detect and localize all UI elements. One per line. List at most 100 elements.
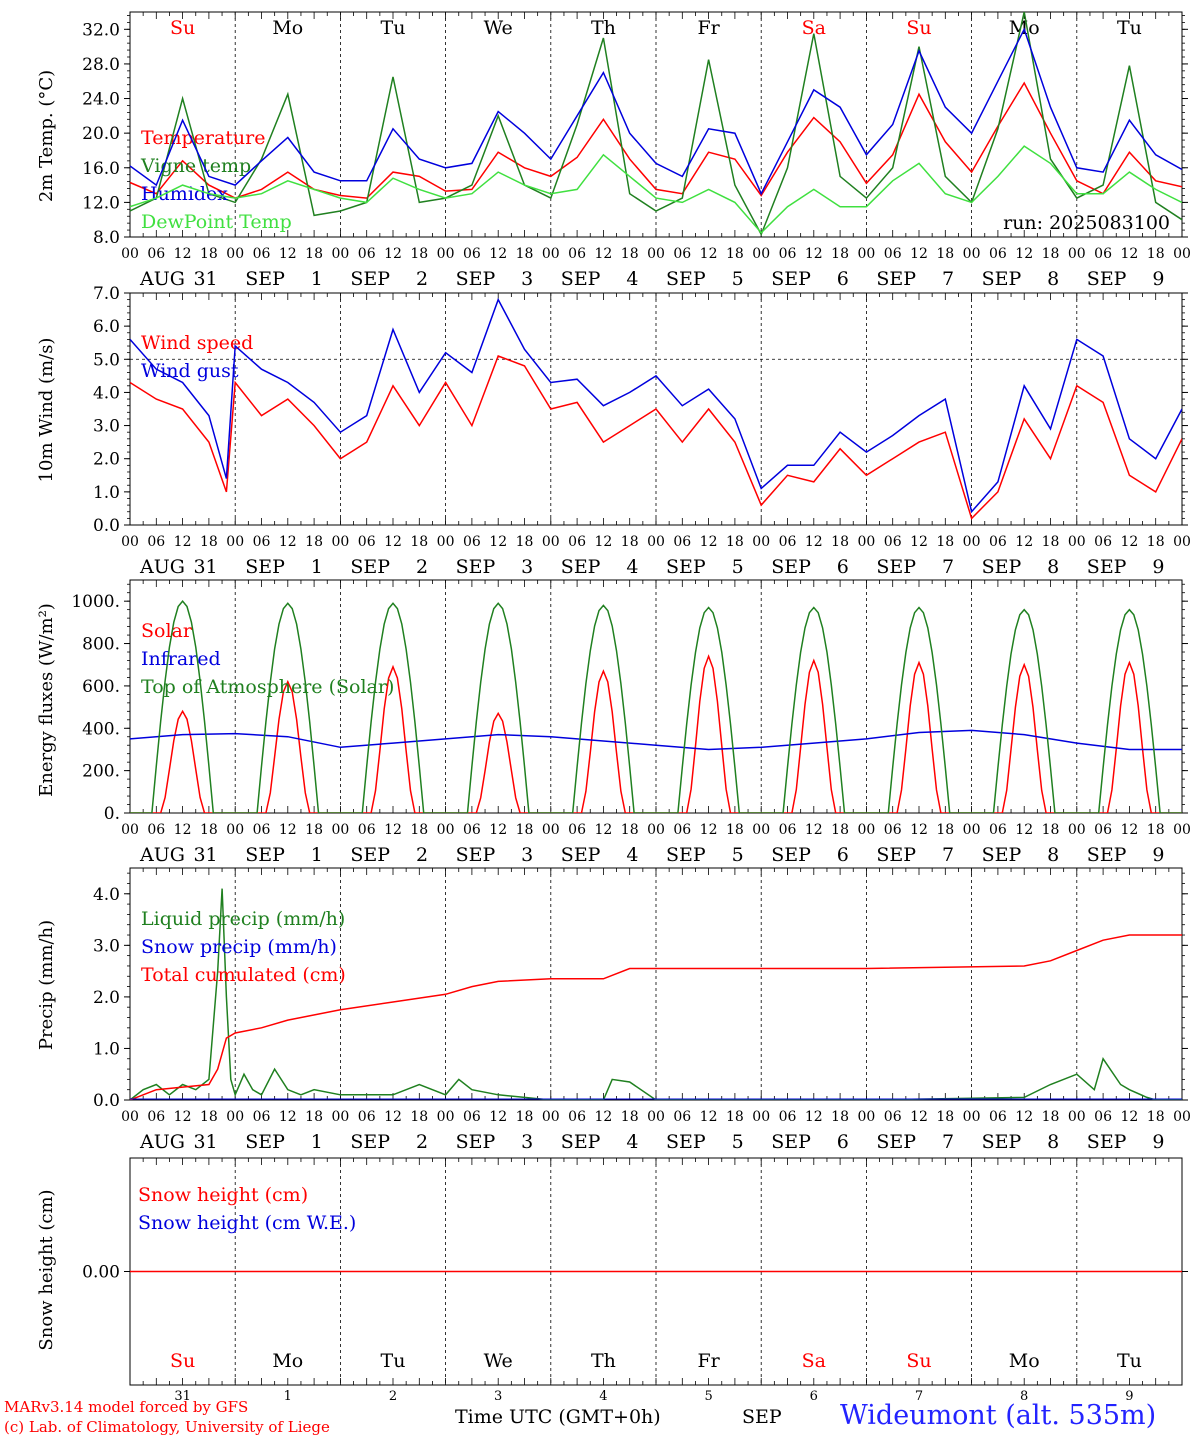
date-month-label: SEP	[1087, 844, 1127, 866]
date-month-label: SEP	[771, 1131, 811, 1153]
y-tick-label: 7.0	[93, 284, 120, 304]
hour-label: 18	[831, 534, 849, 550]
day-of-week-label: Mo	[1009, 1350, 1040, 1372]
hour-label: 18	[1147, 246, 1165, 262]
day-of-week-label: Tu	[1117, 17, 1142, 39]
series-line-liquid-precip-mm-h-	[130, 888, 1182, 1100]
hour-label: 18	[516, 1109, 534, 1125]
date-day-label: 9	[1152, 1131, 1164, 1153]
y-tick-label: 1.0	[93, 1039, 120, 1059]
legend-entry: Snow height (cm W.E.)	[138, 1212, 356, 1234]
plot-frame	[129, 11, 1183, 238]
series-line-vigne-temp	[130, 12, 1182, 237]
hour-label: 18	[305, 246, 323, 262]
day-number-label: 31	[174, 1389, 191, 1404]
day-of-week-label: Tu	[381, 1350, 406, 1372]
date-day-label: 31	[193, 556, 217, 578]
hour-label: 00	[226, 534, 244, 550]
day-of-week-label: Tu	[1117, 1350, 1142, 1372]
hour-label: 18	[200, 246, 218, 262]
hour-label: 12	[384, 822, 402, 838]
hour-label: 18	[936, 1109, 954, 1125]
date-month-label: SEP	[982, 556, 1022, 578]
y-tick-label: 24.0	[82, 90, 120, 110]
hour-label: 06	[779, 822, 797, 838]
hour-label: 00	[121, 534, 139, 550]
date-month-label: SEP	[666, 556, 706, 578]
date-day-label: 6	[837, 1131, 849, 1153]
date-day-label: 5	[732, 844, 744, 866]
series-line-dewpoint-temp	[130, 145, 1182, 234]
hour-label: 00	[752, 534, 770, 550]
date-month-label: SEP	[561, 556, 601, 578]
time-axis-label: Time UTC (GMT+0h)	[455, 1406, 661, 1428]
hour-label: 18	[621, 246, 639, 262]
hour-label: 00	[752, 246, 770, 262]
legend-entry: Top of Atmosphere (Solar)	[141, 676, 394, 698]
hour-label: 18	[936, 534, 954, 550]
hour-label: 18	[200, 822, 218, 838]
series-line-wind-speed	[130, 355, 1182, 520]
hour-label: 06	[147, 822, 165, 838]
series-line-temperature	[130, 81, 1182, 199]
hour-label: 06	[989, 246, 1007, 262]
hour-label: 06	[463, 822, 481, 838]
legend-entry: Wind speed	[141, 332, 253, 354]
hour-label: 12	[910, 534, 928, 550]
hour-label: 18	[410, 1109, 428, 1125]
hour-label: 00	[963, 822, 981, 838]
y-tick-label: 0.	[104, 804, 120, 824]
hour-label: 00	[752, 1109, 770, 1125]
date-day-label: 7	[942, 844, 954, 866]
hour-label: 00	[437, 534, 455, 550]
date-month-label: SEP	[771, 268, 811, 290]
hour-label: 00	[1068, 246, 1086, 262]
date-month-label: AUG	[139, 1131, 185, 1153]
hour-label: 06	[989, 822, 1007, 838]
legend-entry: Humidex	[141, 183, 228, 205]
hour-label: 18	[621, 822, 639, 838]
panel-1: 8.0 12.0 16.0 20.0 24.0 28.0 32.0 2m Temp. (°C)…	[36, 11, 1191, 290]
y-tick-label: 0.00	[82, 1263, 120, 1283]
hour-label: 18	[200, 1109, 218, 1125]
run-label: run: 2025083100	[1003, 212, 1170, 234]
y-tick-label: 32.0	[82, 20, 120, 40]
hour-label: 12	[489, 822, 507, 838]
hour-label: 12	[700, 1109, 718, 1125]
hour-label: 12	[174, 534, 192, 550]
hour-label: 06	[884, 1109, 902, 1125]
date-day-label: 4	[626, 268, 638, 290]
hour-label: 18	[726, 246, 744, 262]
legend-entry: Infrared	[141, 648, 221, 670]
hour-label: 12	[700, 534, 718, 550]
hour-label: 12	[489, 1109, 507, 1125]
hour-label: 00	[437, 822, 455, 838]
y-tick-label: 200.	[82, 762, 120, 782]
hour-label: 00	[437, 1109, 455, 1125]
date-day-label: 1	[311, 844, 323, 866]
hour-label: 12	[279, 534, 297, 550]
y-tick-label: 0.0	[93, 1091, 120, 1111]
hour-label: 00	[121, 246, 139, 262]
date-month-label: SEP	[350, 844, 390, 866]
y-tick-label: 600.	[82, 677, 120, 697]
date-month-label: SEP	[456, 1131, 496, 1153]
day-of-week-label: Th	[591, 17, 616, 39]
hour-label: 06	[358, 1109, 376, 1125]
date-day-label: 2	[416, 268, 428, 290]
hour-label: 00	[1068, 534, 1086, 550]
hour-label: 12	[279, 246, 297, 262]
y-tick-label: 28.0	[82, 55, 120, 75]
hour-label: 12	[700, 822, 718, 838]
hour-label: 18	[831, 822, 849, 838]
day-of-week-label: Su	[906, 1350, 931, 1372]
hour-label: 12	[1120, 822, 1138, 838]
date-day-label: 9	[1152, 844, 1164, 866]
date-month-label: SEP	[982, 268, 1022, 290]
hour-label: 12	[594, 1109, 612, 1125]
hour-label: 18	[305, 534, 323, 550]
hour-label: 12	[1120, 1109, 1138, 1125]
date-day-label: 3	[521, 268, 533, 290]
hour-label: 00	[542, 534, 560, 550]
hour-label: 06	[884, 534, 902, 550]
